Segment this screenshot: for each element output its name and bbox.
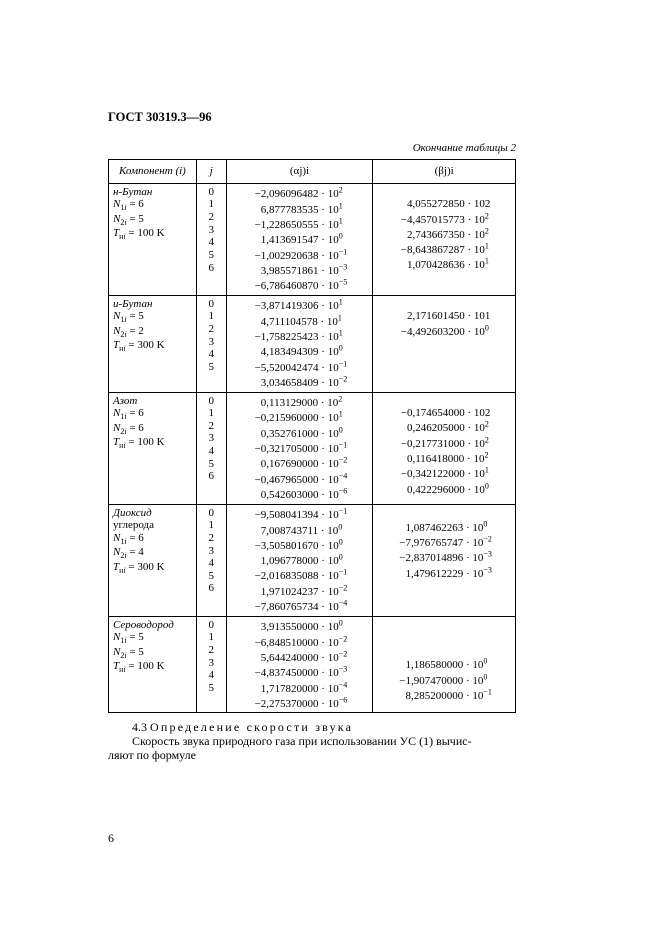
cell-alpha: 0,113129000 · 102−0,215960000 · 1010,352… (226, 392, 373, 504)
cell-j: 0123456 (196, 392, 226, 504)
cell-beta: 2,171601450 · 101−4,492603200 · 100 (373, 295, 516, 392)
table-row: СероводородN1i = 5N2i = 5Tнi = 100 K0123… (109, 616, 516, 713)
table-row: АзотN1i = 6N2i = 6Tнi = 100 K01234560,11… (109, 392, 516, 504)
data-table: Компонент (i) j (αj)i (βj)i н-БутанN1i =… (108, 159, 516, 713)
cell-beta: −0,174654000 · 1020,246205000 · 102−0,21… (373, 392, 516, 504)
col-beta: (βj)i (373, 160, 516, 184)
sect-num: 4.3 (132, 720, 147, 734)
cell-alpha: −3,871419306 · 1014,711104578 · 101−1,75… (226, 295, 373, 392)
page-number: 6 (108, 832, 114, 846)
cell-alpha: −9,508041394 · 10−17,008743711 · 100−3,5… (226, 504, 373, 616)
table-row: и-БутанN1i = 5N2i = 2Tнi = 300 K012345−3… (109, 295, 516, 392)
body-line2: ляют по формуле (108, 749, 516, 763)
table-caption: Окончание таблицы 2 (108, 142, 516, 155)
col-alpha: (αj)i (226, 160, 373, 184)
cell-j: 0123456 (196, 504, 226, 616)
col-j: j (196, 160, 226, 184)
cell-j: 012345 (196, 616, 226, 713)
cell-alpha: −2,096096482 · 1026,877783535 · 101−1,22… (226, 183, 373, 295)
cell-beta: 4,055272850 · 102−4,457015773 · 1022,743… (373, 183, 516, 295)
cell-alpha: 3,913550000 · 100−6,848510000 · 10−25,64… (226, 616, 373, 713)
cell-j: 0123456 (196, 183, 226, 295)
cell-comp: ДиоксидуглеродаN1i = 6N2i = 4Tнi = 300 K (109, 504, 197, 616)
sect-title: Определение скорости звука (150, 720, 353, 734)
body-line1: Скорость звука природного газа при испол… (108, 735, 516, 749)
cell-comp: СероводородN1i = 5N2i = 5Tнi = 100 K (109, 616, 197, 713)
cell-comp: и-БутанN1i = 5N2i = 2Tнi = 300 K (109, 295, 197, 392)
table-row: ДиоксидуглеродаN1i = 6N2i = 4Tнi = 300 K… (109, 504, 516, 616)
cell-beta: 1,087462263 · 100−7,976765747 · 10−2−2,8… (373, 504, 516, 616)
cell-comp: АзотN1i = 6N2i = 6Tнi = 100 K (109, 392, 197, 504)
body-text: 4.3 Определение скорости звука Скорость … (108, 721, 516, 762)
cell-beta: 1,186580000 · 100−1,907470000 · 1008,285… (373, 616, 516, 713)
cell-comp: н-БутанN1i = 6N2i = 5Tнi = 100 K (109, 183, 197, 295)
col-comp: Компонент (i) (109, 160, 197, 184)
doc-header: ГОСТ 30319.3—96 (108, 110, 516, 124)
table-row: н-БутанN1i = 6N2i = 5Tнi = 100 K0123456−… (109, 183, 516, 295)
cell-j: 012345 (196, 295, 226, 392)
